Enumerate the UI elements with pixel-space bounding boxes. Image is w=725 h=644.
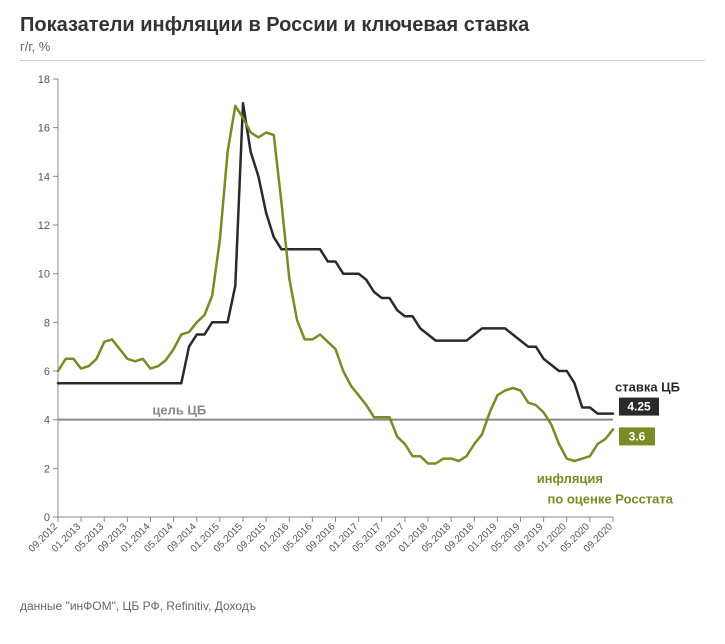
chart-area: 02468101214161809.201201.201305.201309.2…	[20, 69, 705, 589]
divider	[20, 60, 705, 61]
line-chart: 02468101214161809.201201.201305.201309.2…	[20, 69, 705, 589]
source-text: данные "инФОМ", ЦБ РФ, Refinitiv, Доходъ	[20, 599, 705, 613]
svg-text:12: 12	[38, 220, 50, 232]
chart-subtitle: г/г, %	[20, 39, 705, 54]
svg-text:ставка ЦБ: ставка ЦБ	[615, 380, 680, 395]
svg-text:16: 16	[38, 123, 50, 135]
svg-text:2: 2	[44, 463, 50, 475]
svg-text:6: 6	[44, 366, 50, 378]
svg-text:8: 8	[44, 317, 50, 329]
svg-text:4: 4	[44, 415, 50, 427]
svg-text:цель ЦБ: цель ЦБ	[152, 403, 206, 418]
chart-title: Показатели инфляции в России и ключевая …	[20, 14, 705, 37]
svg-text:4.25: 4.25	[627, 400, 651, 414]
svg-text:0: 0	[44, 512, 50, 524]
svg-text:3.6: 3.6	[629, 429, 646, 443]
svg-text:14: 14	[38, 171, 50, 183]
svg-text:инфляция: инфляция	[537, 471, 603, 486]
svg-text:18: 18	[38, 74, 50, 86]
svg-text:по оценке Росстата: по оценке Росстата	[547, 492, 673, 507]
svg-text:10: 10	[38, 269, 50, 281]
